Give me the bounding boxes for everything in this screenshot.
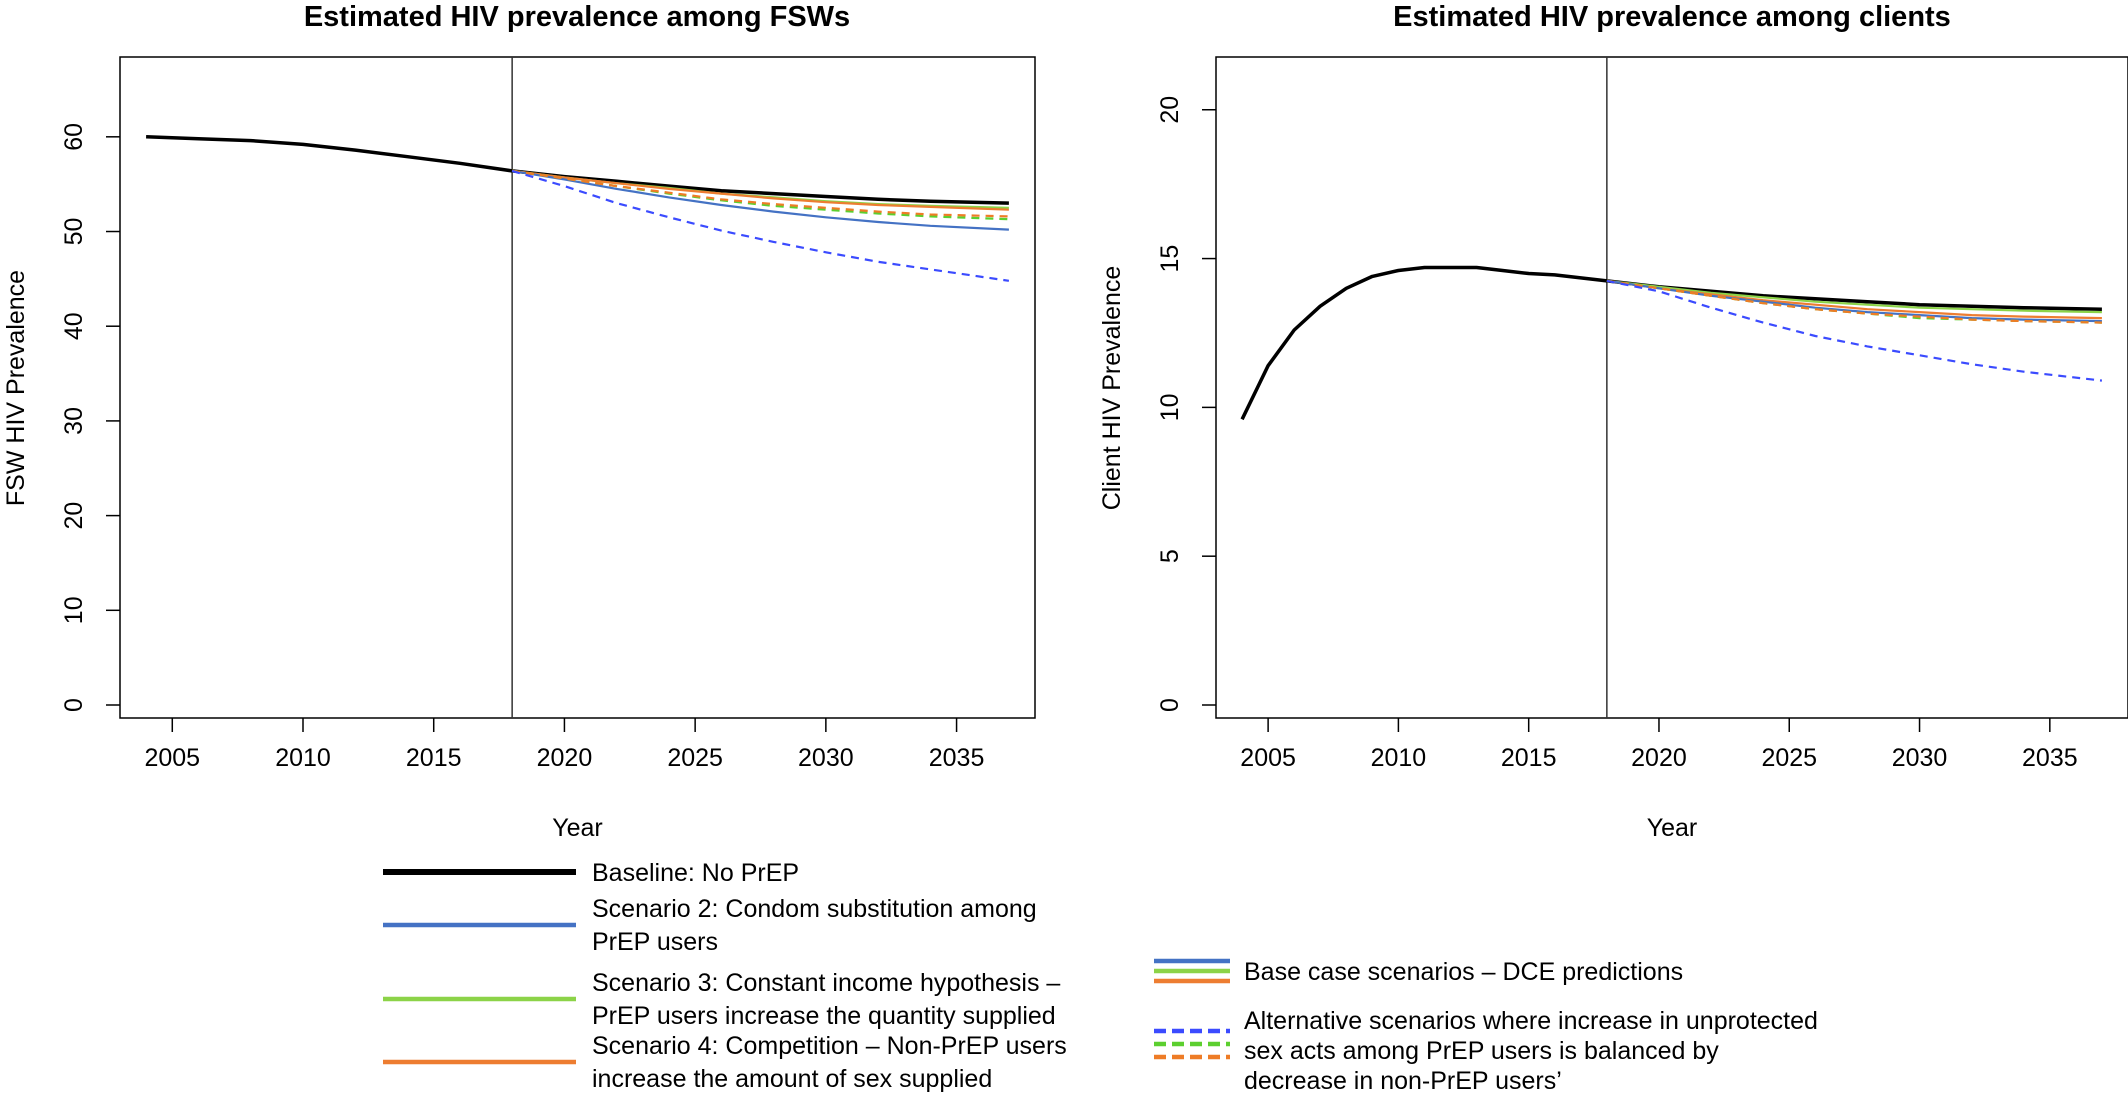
plot-frame (1215, 56, 2128, 719)
x-tick-label: 2010 (275, 744, 331, 772)
x-tick-label: 2030 (798, 744, 854, 772)
legend-label: PrEP users increase the quantity supplie… (592, 1002, 1056, 1030)
legend-label: increase the amount of sex supplied (592, 1065, 992, 1093)
x-tick-label: 2025 (667, 744, 723, 772)
x-tick-label: 2035 (929, 744, 985, 772)
x-tick-label: 2015 (406, 744, 462, 772)
y-tick-label: 60 (60, 123, 88, 151)
series-line-alt-blue (1606, 279, 2103, 382)
x-tick-label: 2005 (144, 744, 200, 772)
legend-label: Alternative scenarios where increase in … (1244, 1007, 1818, 1035)
series-line-baseline (1240, 265, 2102, 421)
scenario-legend: Baseline: No PrEP Scenario 2: Condom subs… (383, 859, 1067, 1093)
x-tick-label: 2025 (1761, 744, 1817, 772)
series-line-alt-green (511, 169, 1009, 221)
y-tick-label: 10 (60, 596, 88, 624)
y-tick-label: 0 (60, 698, 88, 712)
legend-label: Scenario 3: Constant income hypothesis – (592, 969, 1060, 997)
series-line-scenario-4 (511, 169, 1009, 211)
line-style-legend: Base case scenarios – DCE predictions Alt… (1154, 958, 1818, 1095)
legend-label: Scenario 4: Competition – Non-PrEP users (592, 1032, 1067, 1060)
y-tick-label: 30 (60, 407, 88, 435)
series-line-scenario-2 (1606, 279, 2102, 323)
y-tick-label: 20 (1156, 96, 1184, 124)
x-tick-label: 2020 (1631, 744, 1687, 772)
y-tick-label: 20 (60, 502, 88, 530)
x-tick-label: 2010 (1371, 744, 1427, 772)
client-prevalence-chart: Estimated HIV prevalence among clients 20… (1098, 1, 2128, 842)
series-line-alt-blue (511, 169, 1010, 282)
y-tick-label: 5 (1156, 549, 1184, 563)
chart-title: Estimated HIV prevalence among FSWs (304, 1, 850, 33)
series-line-scenario-3 (1606, 279, 2102, 314)
series-line-baseline (146, 135, 1009, 205)
x-tick-label: 2020 (537, 744, 593, 772)
x-tick-label: 2035 (2022, 744, 2078, 772)
x-tick-label: 2005 (1240, 744, 1296, 772)
x-axis-label: Year (1647, 814, 1698, 842)
y-tick-label: 15 (1156, 245, 1184, 273)
series-line-scenario-2 (511, 169, 1009, 231)
plot-frame (119, 56, 1036, 719)
series-line-alt-orange (511, 169, 1009, 218)
x-tick-label: 2015 (1501, 744, 1557, 772)
legend-label: PrEP users (592, 928, 718, 956)
y-tick-label: 50 (60, 218, 88, 246)
chart-title: Estimated HIV prevalence among clients (1393, 1, 1951, 33)
legend-label: sex acts among PrEP users is balanced by (1244, 1037, 1719, 1065)
y-axis-label: Client HIV Prevalence (1098, 266, 1126, 511)
fsw-prevalence-chart: Estimated HIV prevalence among FSWs 2005 2… (2, 1, 1036, 842)
y-tick-label: 40 (60, 312, 88, 340)
legend-label: decrease in non-PrEP users’ (1244, 1067, 1562, 1095)
x-axis-label: Year (552, 814, 603, 842)
legend-label: Scenario 2: Condom substitution among (592, 895, 1037, 923)
y-tick-label: 0 (1156, 698, 1184, 712)
x-tick-label: 2030 (1892, 744, 1948, 772)
legend-label: Baseline: No PrEP (592, 859, 799, 887)
legend-label: Base case scenarios – DCE predictions (1244, 958, 1683, 986)
y-axis-label: FSW HIV Prevalence (2, 270, 30, 506)
series-line-alt-orange (1606, 279, 2102, 324)
y-tick-label: 10 (1156, 393, 1184, 421)
